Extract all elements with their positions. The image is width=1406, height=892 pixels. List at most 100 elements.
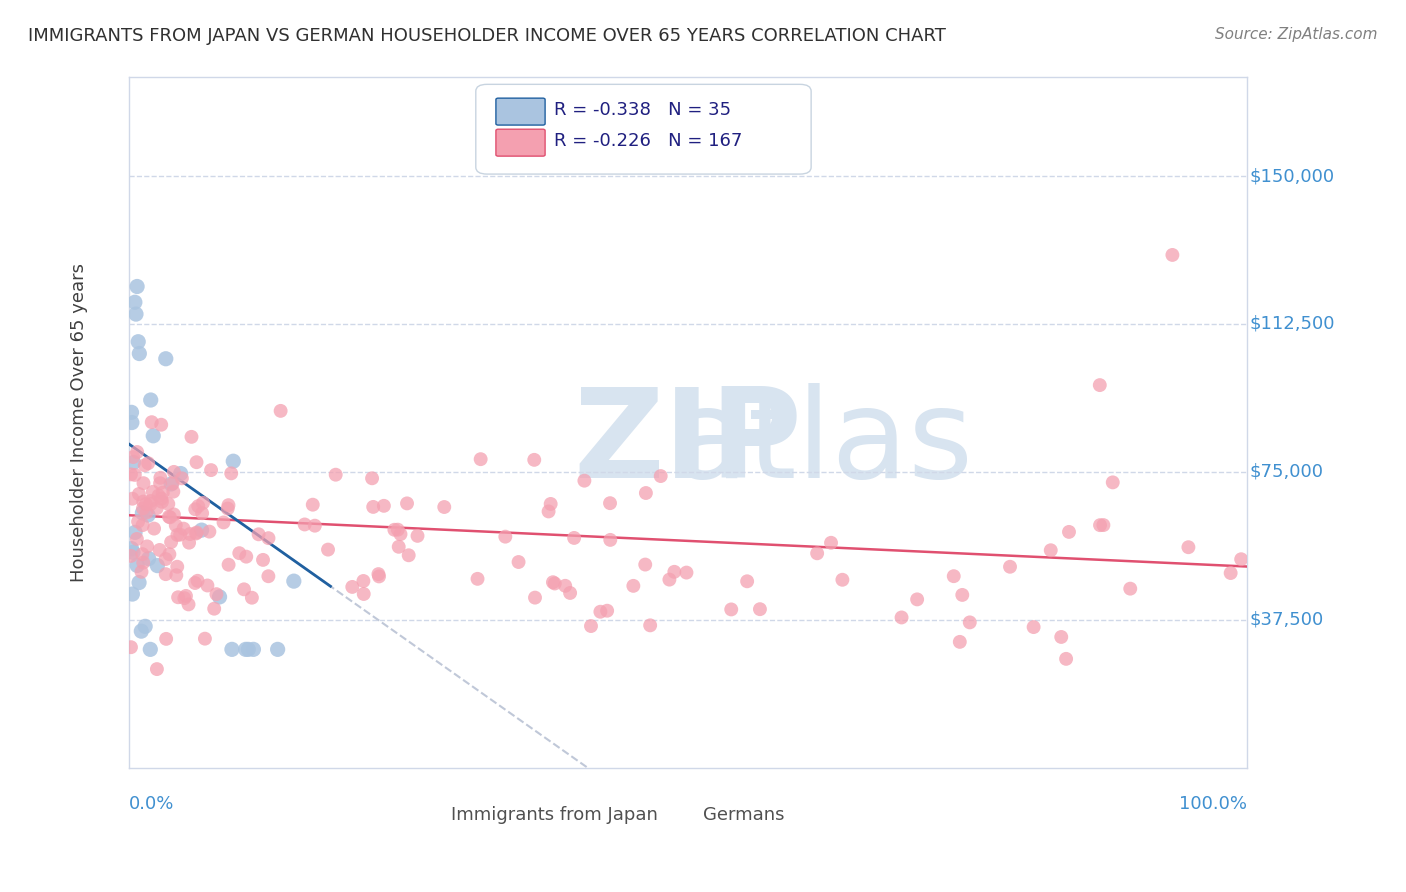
Point [167,591,190,605]
Point [217,501,239,516]
Point [179,527,201,541]
Text: $112,500: $112,500 [1250,315,1334,333]
Point [540,497,562,511]
Point [675,566,697,580]
Point [135,497,157,511]
Point [270,404,292,418]
Point [406,529,429,543]
Point [283,574,305,589]
Point [136,540,159,554]
Point [125,532,148,546]
Point [950,588,973,602]
Point [120,549,142,563]
Point [163,508,186,522]
FancyBboxPatch shape [475,85,811,174]
Point [166,559,188,574]
Point [596,604,619,618]
Point [1101,475,1123,490]
Point [1054,652,1077,666]
Point [155,552,177,566]
Point [150,491,173,506]
Point [155,567,177,582]
Point [160,477,183,491]
Point [544,576,567,591]
Point [136,456,159,470]
Point [252,553,274,567]
Point [266,642,288,657]
Point [177,535,200,549]
Point [122,450,145,464]
Point [562,531,585,545]
Point [494,530,516,544]
Point [162,484,184,499]
Point [342,580,364,594]
Point [1022,620,1045,634]
Text: ZIP: ZIP [574,383,803,504]
Point [132,556,155,570]
Point [998,559,1021,574]
Point [127,515,149,529]
Point [949,635,972,649]
Point [146,558,169,573]
Point [664,565,686,579]
Point [959,615,981,630]
Point [159,510,181,524]
Point [131,518,153,533]
Point [184,526,207,541]
Point [173,591,195,606]
Point [433,500,456,514]
Point [191,506,214,520]
Text: 100.0%: 100.0% [1180,796,1247,814]
Point [132,494,155,508]
Point [134,619,156,633]
Point [398,549,420,563]
Point [1119,582,1142,596]
Point [589,605,612,619]
Point [155,632,177,646]
Point [373,499,395,513]
Point [554,579,576,593]
Point [384,523,406,537]
Point [135,506,157,520]
Point [139,494,162,508]
Point [202,601,225,615]
Point [1057,524,1080,539]
Point [124,525,146,540]
Point [128,575,150,590]
FancyBboxPatch shape [429,801,478,821]
Point [121,416,143,430]
Point [191,496,214,510]
Point [367,567,389,582]
Point [368,569,391,583]
Point [122,455,145,469]
Point [197,578,219,592]
Point [131,547,153,561]
Point [139,392,162,407]
Point [157,547,180,561]
Point [187,574,209,588]
Point [180,430,202,444]
Text: Householder Income Over 65 years: Householder Income Over 65 years [70,263,89,582]
Point [142,429,165,443]
Point [1230,552,1253,566]
Point [194,632,217,646]
Point [173,522,195,536]
Point [149,471,172,485]
Point [621,579,644,593]
Point [470,452,492,467]
Point [160,535,183,549]
Point [139,642,162,657]
Point [806,546,828,560]
Point [127,558,149,573]
Point [242,642,264,657]
Point [735,574,758,589]
Text: IMMIGRANTS FROM JAPAN VS GERMAN HOUSEHOLDER INCOME OVER 65 YEARS CORRELATION CHA: IMMIGRANTS FROM JAPAN VS GERMAN HOUSEHOL… [28,27,946,45]
Point [205,587,228,601]
Point [120,467,142,482]
Point [127,279,149,293]
Text: R = -0.226   N = 167: R = -0.226 N = 167 [554,132,742,150]
Point [186,525,208,540]
Point [148,489,170,503]
Point [1092,518,1115,533]
Point [634,486,657,500]
